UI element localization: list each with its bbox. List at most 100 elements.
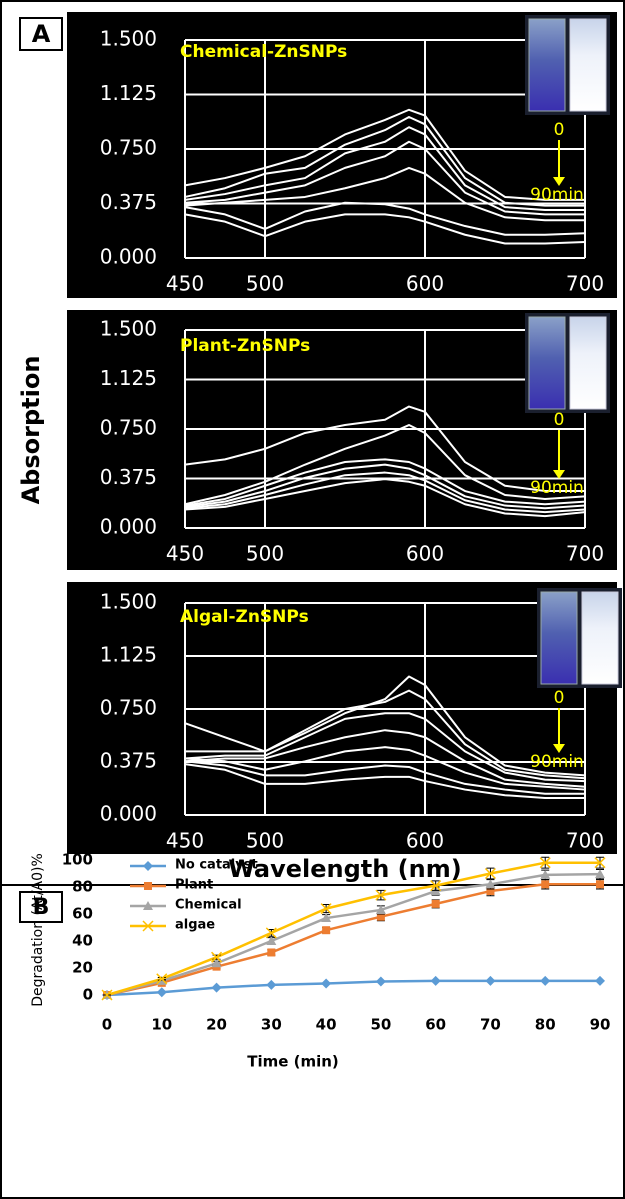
x-tick-label: 50 bbox=[370, 1016, 391, 1034]
data-line bbox=[106, 861, 600, 997]
data-line bbox=[184, 213, 586, 245]
panel-label: A bbox=[32, 20, 51, 48]
data-line bbox=[184, 760, 585, 795]
x-tick-label: 80 bbox=[535, 1016, 556, 1034]
y-tick-label: 1.500 bbox=[100, 317, 157, 341]
cuvette bbox=[569, 18, 607, 112]
y-tick-label: 100 bbox=[62, 851, 93, 869]
y-tick-label: 60 bbox=[72, 905, 93, 923]
marker bbox=[430, 880, 442, 892]
marker bbox=[486, 887, 495, 896]
data-line bbox=[184, 458, 586, 507]
cuvette bbox=[528, 18, 566, 112]
x-tick-label: 70 bbox=[480, 1016, 501, 1034]
marker bbox=[431, 899, 440, 908]
marker bbox=[211, 982, 222, 993]
data-line bbox=[184, 116, 585, 207]
y-tick-label: 80 bbox=[72, 878, 93, 896]
legend-label: algae bbox=[175, 918, 215, 933]
panel-label: B bbox=[33, 895, 50, 920]
marker bbox=[320, 903, 332, 915]
data-line bbox=[106, 872, 601, 997]
data-line bbox=[184, 763, 585, 800]
marker bbox=[101, 989, 113, 1001]
marker bbox=[540, 975, 551, 986]
cuvette bbox=[569, 316, 607, 410]
x-tick-label: 30 bbox=[261, 1016, 282, 1034]
panel-label-box bbox=[19, 891, 63, 923]
x-tick-label: 600 bbox=[406, 829, 444, 853]
x-tick-label: 600 bbox=[406, 542, 444, 566]
data-line bbox=[106, 883, 600, 997]
x-tick-label: 600 bbox=[406, 272, 444, 296]
marker bbox=[142, 920, 154, 932]
x-tick-label: 700 bbox=[566, 272, 604, 296]
marker bbox=[321, 978, 332, 989]
x-tick-label: 0 bbox=[102, 1016, 112, 1034]
x-tick-label: 500 bbox=[246, 829, 284, 853]
y-tick-label: 0.375 bbox=[100, 190, 157, 214]
y-tick-label: 0.750 bbox=[100, 416, 157, 440]
x-axis-label: Time (min) bbox=[247, 1053, 339, 1071]
y-tick-label: 1.500 bbox=[100, 27, 157, 51]
chart-title: Algal-ZnSNPs bbox=[180, 607, 309, 627]
chart-title: Chemical-ZnSNPs bbox=[180, 42, 347, 62]
annotation: 90min bbox=[530, 478, 584, 498]
data-line bbox=[184, 471, 586, 514]
y-tick-label: 0.000 bbox=[100, 245, 157, 269]
y-tick-label: 1.125 bbox=[100, 643, 157, 667]
legend-label: No catalyst bbox=[175, 858, 258, 873]
marker bbox=[375, 976, 386, 987]
data-line bbox=[184, 478, 586, 518]
y-tick-label: 1.125 bbox=[100, 81, 157, 105]
marker bbox=[156, 987, 167, 998]
marker bbox=[211, 958, 222, 968]
y-tick-label: 0 bbox=[83, 986, 93, 1004]
data-line bbox=[184, 405, 585, 493]
y-tick-label: 0.375 bbox=[100, 749, 157, 773]
cuvette bbox=[581, 591, 619, 685]
y-tick-label: 0.000 bbox=[100, 515, 157, 539]
marker bbox=[484, 867, 496, 880]
plot-background bbox=[67, 582, 617, 854]
marker bbox=[211, 951, 223, 963]
marker bbox=[485, 879, 496, 889]
marker bbox=[265, 927, 277, 939]
marker bbox=[541, 880, 550, 889]
y-tick-label: 1.125 bbox=[100, 366, 157, 390]
annotation: 0 bbox=[554, 120, 565, 140]
y-tick-label: 0.000 bbox=[100, 802, 157, 826]
y-axis-label: Absorption bbox=[17, 356, 45, 505]
marker bbox=[376, 912, 385, 921]
x-tick-label: 450 bbox=[166, 542, 204, 566]
data-line bbox=[184, 126, 585, 212]
y-tick-label: 0.750 bbox=[100, 696, 157, 720]
x-tick-label: 90 bbox=[590, 1016, 611, 1034]
marker bbox=[266, 979, 277, 990]
x-tick-label: 500 bbox=[246, 272, 284, 296]
y-tick-label: 0.375 bbox=[100, 465, 157, 489]
marker bbox=[322, 926, 331, 935]
arrow-head bbox=[553, 744, 565, 753]
data-line bbox=[184, 746, 586, 791]
arrow-head bbox=[553, 177, 565, 186]
annotation: 90min bbox=[530, 185, 584, 205]
marker bbox=[144, 882, 152, 890]
marker bbox=[596, 880, 604, 889]
marker bbox=[156, 973, 168, 985]
marker bbox=[540, 869, 551, 879]
chart-title: Plant-ZnSNPs bbox=[180, 336, 310, 356]
marker bbox=[430, 975, 441, 986]
x-tick-label: 10 bbox=[151, 1016, 172, 1034]
annotation: 0 bbox=[554, 688, 565, 708]
data-line bbox=[184, 108, 585, 201]
marker bbox=[539, 857, 551, 869]
marker bbox=[594, 857, 606, 869]
marker bbox=[375, 904, 386, 914]
y-tick-label: 0.750 bbox=[100, 136, 157, 160]
data-line bbox=[184, 675, 586, 777]
x-tick-label: 500 bbox=[246, 542, 284, 566]
marker bbox=[595, 869, 605, 879]
data-line bbox=[184, 201, 586, 236]
